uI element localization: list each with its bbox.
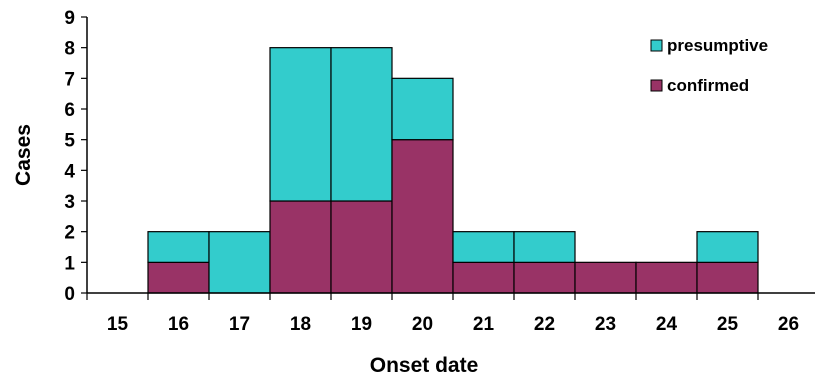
x-tick-label: 24 [656, 314, 678, 335]
axes-layer [81, 16, 815, 300]
bar-presumptive-18 [269, 47, 332, 202]
x-tick-label: 22 [534, 314, 555, 335]
bar-confirmed-16 [147, 261, 210, 294]
x-tick-label: 18 [290, 314, 311, 335]
y-tick-label: 7 [64, 69, 75, 90]
y-tick-label: 6 [64, 100, 75, 121]
y-tick-label: 9 [64, 8, 75, 29]
y-tick-label: 2 [64, 223, 75, 244]
y-tick-label: 0 [64, 284, 75, 305]
bars-layer [147, 47, 759, 294]
legend-label-presumptive: presumptive [667, 36, 768, 55]
y-tick-label: 5 [64, 131, 75, 152]
legend: presumptive confirmed [650, 36, 768, 95]
bar-confirmed-23 [574, 261, 637, 294]
legend-swatch-confirmed [650, 79, 663, 92]
bar-presumptive-25 [696, 231, 759, 263]
bar-presumptive-21 [452, 231, 515, 263]
y-tick-labels: 0 1 2 3 4 5 6 7 8 9 [64, 8, 75, 305]
x-tick-label: 17 [229, 314, 250, 335]
bar-confirmed-21 [452, 261, 515, 294]
x-tick-label: 26 [778, 314, 799, 335]
x-tick-label: 23 [595, 314, 616, 335]
bar-presumptive-22 [513, 231, 576, 263]
x-tick-label: 19 [351, 314, 372, 335]
bar-confirmed-25 [696, 261, 759, 294]
x-tick-labels: 15 16 17 18 19 20 21 22 23 24 25 26 [107, 314, 799, 335]
x-tick-label: 16 [168, 314, 189, 335]
x-axis-title: Onset date [370, 354, 479, 377]
x-tick-label: 20 [412, 314, 433, 335]
bar-presumptive-17 [208, 231, 271, 294]
x-tick-label: 25 [717, 314, 739, 335]
y-tick-label: 8 [64, 39, 75, 60]
bar-presumptive-19 [330, 47, 393, 202]
y-tick-label: 3 [64, 192, 75, 213]
legend-swatch-presumptive [650, 39, 663, 52]
x-tick-label: 15 [107, 314, 129, 335]
bar-presumptive-16 [147, 231, 210, 263]
bar-confirmed-18 [269, 200, 332, 294]
y-axis-title: Cases [12, 124, 35, 186]
legend-label-confirmed: confirmed [667, 76, 749, 95]
y-tick-label: 4 [64, 161, 75, 182]
bar-confirmed-24 [635, 261, 698, 294]
x-tick-label: 21 [473, 314, 495, 335]
bar-confirmed-20 [391, 139, 454, 294]
bar-confirmed-22 [513, 261, 576, 294]
y-tick-label: 1 [64, 253, 75, 274]
bar-confirmed-19 [330, 200, 393, 294]
bar-presumptive-20 [391, 77, 454, 141]
